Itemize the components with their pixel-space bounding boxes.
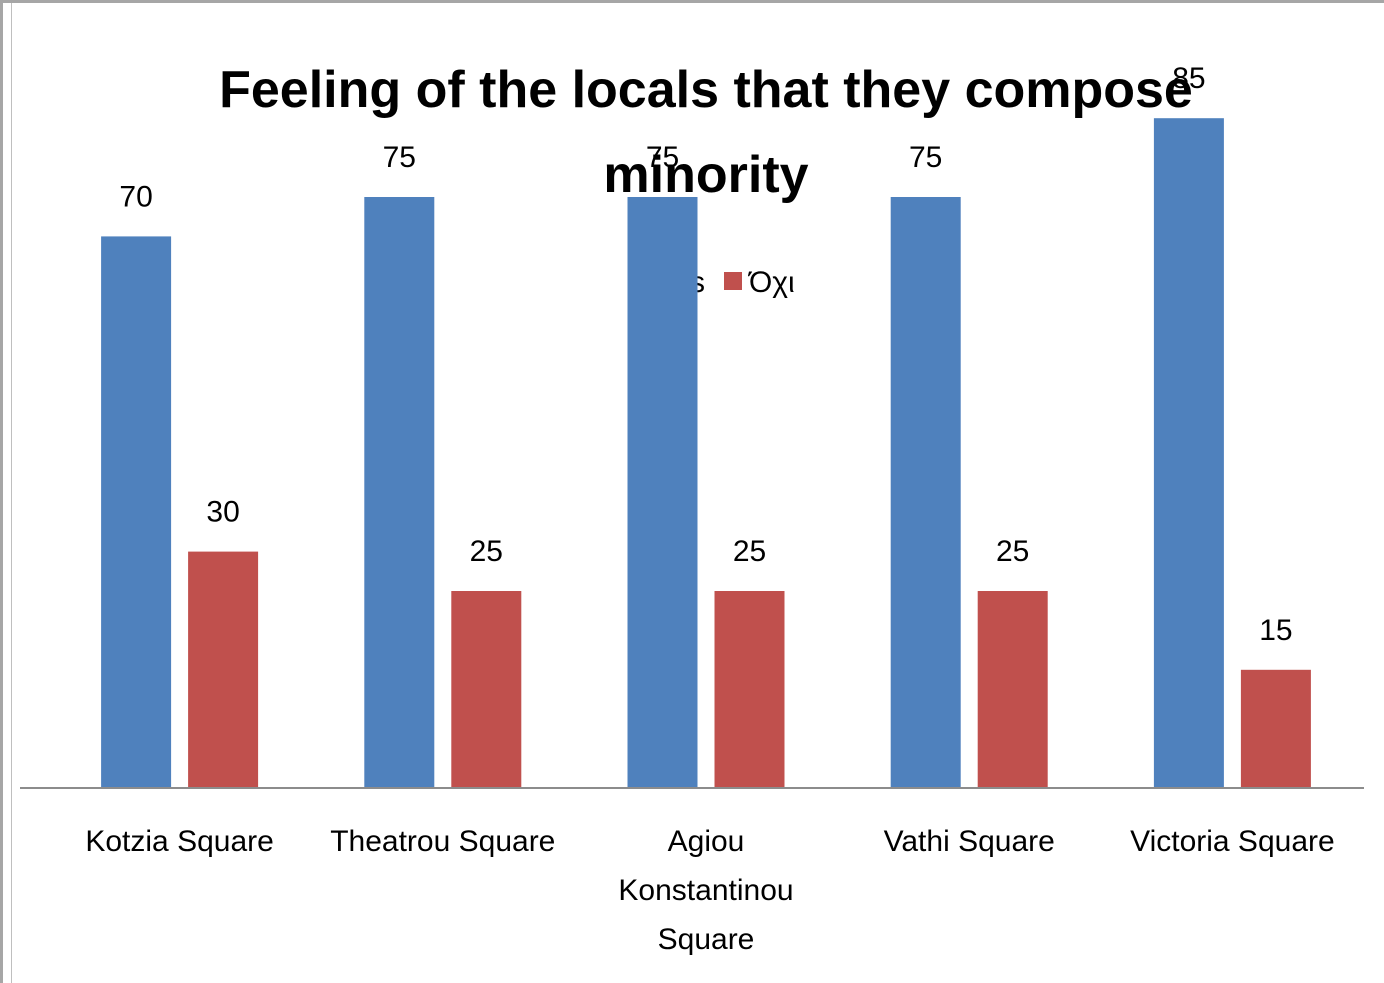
data-labels-group: 70 30 75 25 75 25 75 25 85 15 — [119, 62, 1292, 647]
bar-no-1 — [451, 591, 522, 788]
data-label-no-0: 30 — [206, 496, 239, 529]
data-label-no-1: 25 — [470, 535, 503, 568]
category-label-1-line-0: Theatrou Square — [330, 825, 555, 858]
data-label-yes-2: 75 — [646, 141, 679, 174]
category-label-3-line-0: Vathi Square — [884, 825, 1055, 858]
bar-no-2 — [714, 591, 785, 788]
data-label-no-2: 25 — [733, 535, 766, 568]
category-label-4-line-0: Victoria Square — [1130, 825, 1335, 858]
category-label-2-line-1: Konstantinou — [618, 874, 793, 907]
data-label-yes-4: 85 — [1172, 62, 1205, 95]
chart-title-line-1: Feeling of the locals that they compose — [219, 61, 1193, 119]
chart-title-line-2: minority — [603, 146, 808, 204]
data-label-yes-1: 75 — [383, 141, 416, 174]
bar-no-0 — [188, 551, 259, 788]
category-label-0-line-0: Kotzia Square — [85, 825, 273, 858]
data-label-yes-3: 75 — [909, 141, 942, 174]
data-label-yes-0: 70 — [119, 180, 152, 213]
bar-yes-3 — [890, 197, 961, 788]
bar-no-3 — [977, 591, 1048, 788]
bar-yes-4 — [1153, 118, 1224, 788]
data-label-no-4: 15 — [1259, 614, 1292, 647]
bar-yes-0 — [101, 236, 172, 788]
category-label-2-line-0: Agiou — [668, 825, 745, 858]
category-label-2-line-2: Square — [658, 923, 755, 956]
frame-inner-edge — [11, 3, 12, 983]
legend-label-no: Όχι — [747, 266, 795, 299]
bars-group — [101, 118, 1311, 788]
data-label-no-3: 25 — [996, 535, 1029, 568]
bar-yes-1 — [364, 197, 435, 788]
bar-yes-2 — [627, 197, 698, 788]
category-labels-group: Kotzia Square Theatrou Square Agiou Konstan… — [85, 825, 1334, 956]
legend-swatch-no — [724, 272, 742, 290]
bar-no-4 — [1240, 669, 1311, 788]
chart-title: Feeling of the locals that they compose … — [219, 61, 1193, 204]
